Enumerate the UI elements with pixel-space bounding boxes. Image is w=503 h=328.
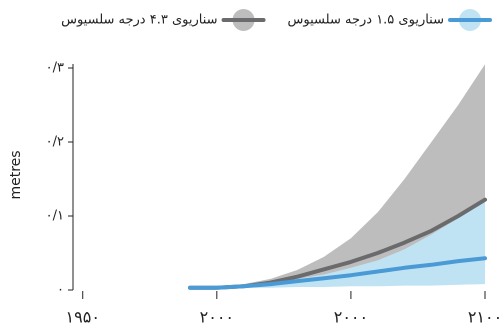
x-tick-label: ۲۰۰۰ — [200, 308, 234, 327]
x-tick-label: ۲۱۰۰ — [468, 308, 502, 327]
y-tick-label: ۰/۲ — [46, 135, 64, 150]
y-axis-label: metres — [8, 150, 24, 199]
x-tick-label: ۲۰۰۰ — [334, 308, 368, 327]
y-tick-label: ۰/۳ — [46, 61, 64, 76]
y-tick-label: ۰/۱ — [46, 209, 64, 224]
uncertainty-band — [190, 64, 485, 288]
legend-label: سناریوی ۱.۵ درجه سلسیوس — [288, 13, 444, 28]
y-tick-label: ۰ — [57, 283, 64, 298]
legend-label: سناریوی ۴.۳ درجه سلسیوس — [61, 13, 217, 28]
series-line — [188, 256, 487, 290]
x-tick-label: ۱۹۵۰ — [66, 308, 100, 327]
